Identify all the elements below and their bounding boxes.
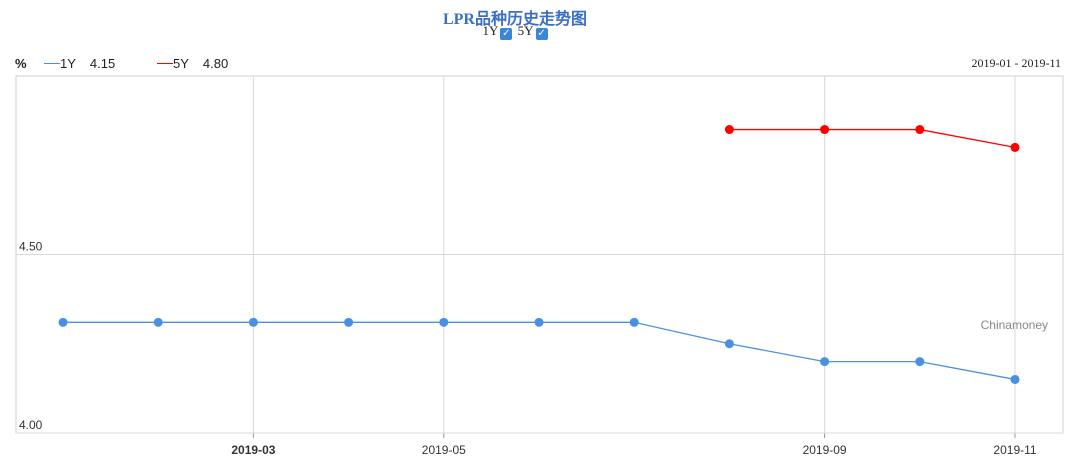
legend-name-5y: 5Y xyxy=(173,56,189,71)
toggle-5y[interactable]: 5Y ✓ xyxy=(518,23,548,40)
toggle-1y-label: 1Y xyxy=(482,23,499,38)
legend-value-1y: 4.15 xyxy=(89,56,116,71)
y-tick-label: 4.50 xyxy=(19,240,43,254)
data-point-5y xyxy=(915,125,925,135)
series-line-1y xyxy=(63,321,1016,381)
toggle-5y-label: 5Y xyxy=(517,23,534,38)
date-range: 2019-01 - 2019-11 xyxy=(971,56,1061,70)
data-point-1y xyxy=(1010,374,1020,384)
legend-item-5y[interactable]: 5Y 4.80 xyxy=(157,56,228,71)
series-line-5y xyxy=(729,128,1016,149)
series-toggles: 1Y ✓ 5Y ✓ xyxy=(0,23,1030,40)
legend-line-1y-icon xyxy=(44,63,60,64)
checkbox-checked-icon[interactable]: ✓ xyxy=(535,28,548,40)
legend-value-5y: 4.80 xyxy=(202,56,229,71)
data-point-5y xyxy=(1010,142,1020,152)
data-point-1y xyxy=(629,317,639,327)
data-point-1y xyxy=(344,317,354,327)
x-tick-label: 2019-05 xyxy=(422,443,466,457)
data-point-1y xyxy=(915,357,925,367)
data-point-1y xyxy=(248,317,258,327)
data-point-1y xyxy=(820,357,830,367)
toggle-1y[interactable]: 1Y ✓ xyxy=(482,23,513,40)
legend-line-5y-icon xyxy=(157,63,173,64)
legend-item-1y[interactable]: 1Y 4.15 xyxy=(44,56,115,71)
x-tick-label: 2019-03 xyxy=(231,443,275,457)
chart-title: LPR品种历史走势图 xyxy=(442,11,587,28)
y-tick-label: 4.00 xyxy=(19,418,43,432)
x-tick-label: 2019-09 xyxy=(803,443,847,457)
data-point-5y xyxy=(724,125,734,135)
checkbox-checked-icon[interactable]: ✓ xyxy=(500,28,513,40)
data-point-1y xyxy=(439,317,449,327)
watermark-text: Chinamoney xyxy=(981,318,1048,332)
data-point-1y xyxy=(153,317,163,327)
data-point-1y xyxy=(724,339,734,349)
data-point-1y xyxy=(58,317,68,327)
unit-label: % xyxy=(15,56,27,71)
x-tick-label: 2019-11 xyxy=(993,443,1036,457)
data-point-5y xyxy=(820,125,830,135)
legend-name-1y: 1Y xyxy=(60,56,76,71)
data-point-1y xyxy=(534,317,544,327)
